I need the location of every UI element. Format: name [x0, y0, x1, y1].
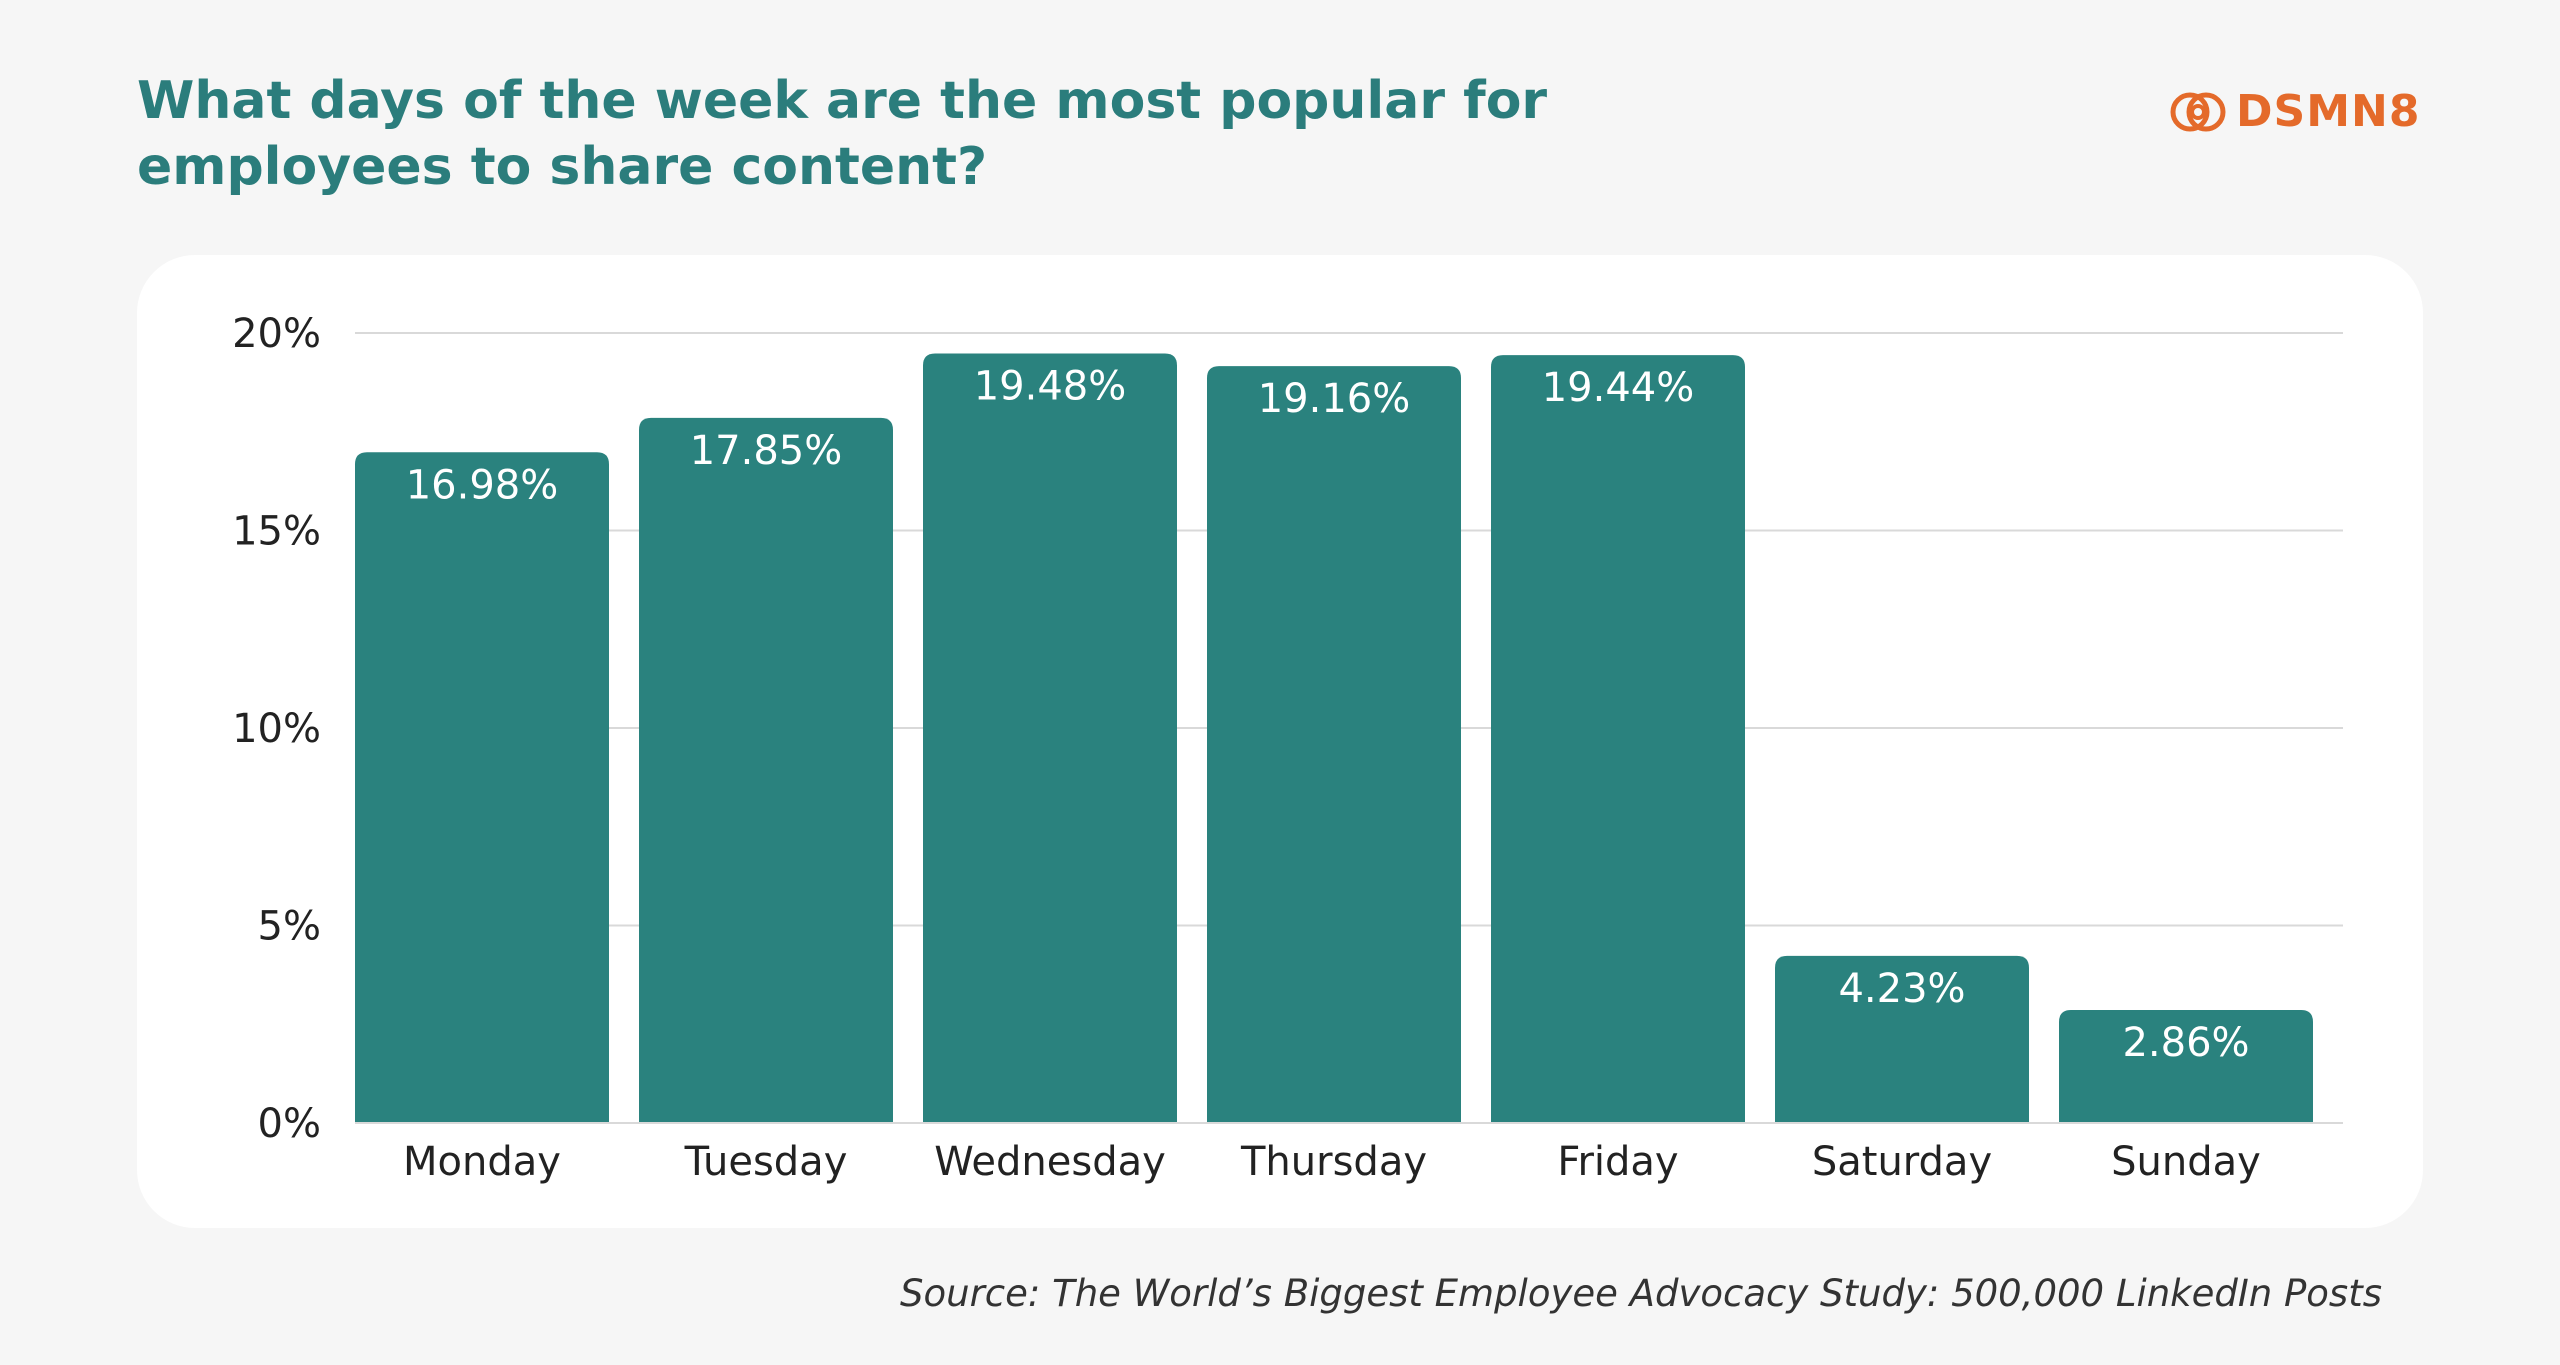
dsmn8-logo: DSMN8	[2168, 84, 2420, 140]
y-tick-label: 15%	[232, 509, 321, 555]
bar-monday	[355, 452, 609, 1123]
bar-saturday	[1775, 955, 2029, 1123]
x-tick-label: Sunday	[2111, 1139, 2261, 1185]
logo-text: DSMN8	[2236, 86, 2421, 137]
y-tick-label: 0%	[258, 1101, 321, 1147]
data-label: 19.16%	[1258, 376, 1411, 422]
y-tick-label: 20%	[232, 311, 321, 357]
dsmn8-interlocking-rings-icon	[2170, 92, 2226, 132]
bar-wednesday	[923, 353, 1177, 1123]
bar-chart: 0% 5% 10% 15% 20% 16.98% Monday 17.85% Tuesday 19…	[232, 311, 2343, 1185]
data-label: 2.86%	[2122, 1020, 2249, 1066]
bar-friday	[1491, 355, 1745, 1123]
chart-title: What days of the week are the most popul…	[137, 71, 1548, 197]
data-label: 19.48%	[974, 364, 1127, 410]
x-tick-label: Friday	[1557, 1139, 1678, 1185]
x-tick-label: Wednesday	[934, 1139, 1166, 1185]
y-tick-label: 10%	[232, 706, 321, 752]
data-label: 4.23%	[1838, 966, 1965, 1012]
source-note: Source: The World’s Biggest Employee Adv…	[900, 1272, 2382, 1315]
data-label: 16.98%	[406, 462, 559, 508]
bar-tuesday	[639, 417, 893, 1123]
x-tick-label: Tuesday	[684, 1139, 848, 1185]
x-tick-label: Monday	[403, 1139, 561, 1185]
bar-sunday	[2059, 1010, 2313, 1123]
chart-card: 0% 5% 10% 15% 20% 16.98% Monday 17.85% Tuesday 19…	[137, 255, 2423, 1228]
x-tick-label: Saturday	[1812, 1139, 1992, 1185]
bar-thursday	[1207, 366, 1461, 1123]
data-label: 19.44%	[1542, 365, 1695, 411]
data-label: 17.85%	[690, 428, 843, 474]
x-tick-label: Thursday	[1240, 1139, 1427, 1185]
y-tick-label: 5%	[258, 904, 321, 950]
